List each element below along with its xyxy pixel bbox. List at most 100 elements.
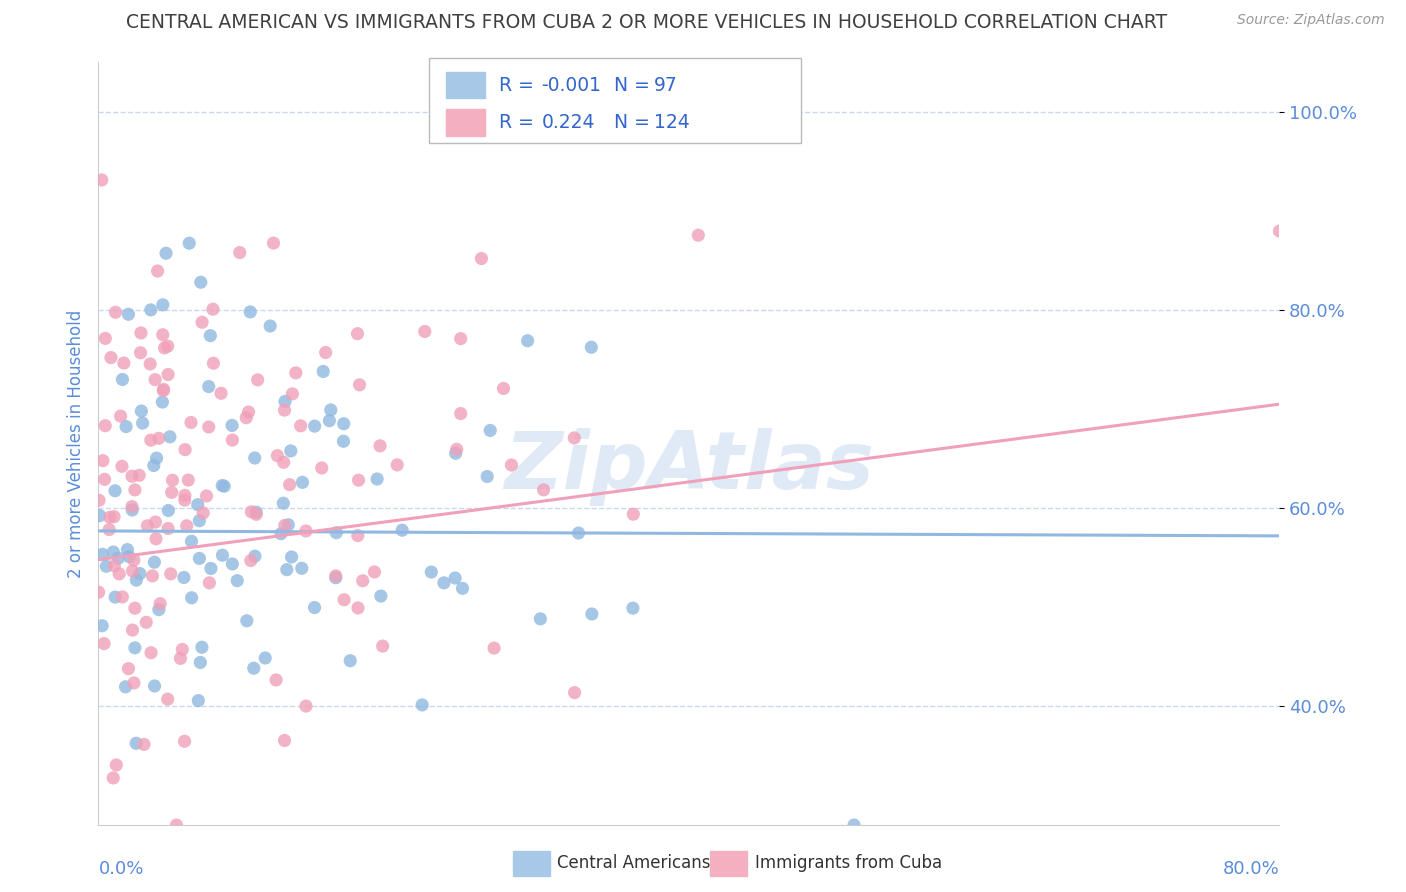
Point <box>347 601 370 615</box>
Point <box>621 507 644 521</box>
Point <box>173 488 195 502</box>
Text: R =: R = <box>499 76 540 95</box>
Point <box>187 693 209 707</box>
Point <box>240 505 263 519</box>
Point <box>152 384 174 398</box>
Point <box>312 364 335 378</box>
Point <box>477 469 499 483</box>
Point <box>291 475 314 490</box>
Point <box>243 549 266 564</box>
Point <box>273 733 295 747</box>
Point <box>349 377 371 392</box>
Point <box>246 373 269 387</box>
Point <box>146 264 169 278</box>
Point <box>236 614 259 628</box>
Point <box>368 439 391 453</box>
Point <box>111 372 134 386</box>
Point <box>333 592 356 607</box>
Point <box>482 641 505 656</box>
Point <box>325 569 347 583</box>
Point <box>172 642 194 657</box>
Y-axis label: 2 or more Vehicles in Household: 2 or more Vehicles in Household <box>66 310 84 578</box>
Point <box>131 404 153 418</box>
Point <box>152 327 174 342</box>
Text: Central Americans: Central Americans <box>557 855 710 872</box>
Point <box>187 498 209 512</box>
Point <box>107 551 129 566</box>
Point <box>315 345 337 359</box>
Point <box>103 509 125 524</box>
Point <box>228 245 250 260</box>
Point <box>143 679 166 693</box>
Point <box>121 623 143 637</box>
Point <box>124 483 146 497</box>
Point <box>145 451 167 466</box>
Point <box>346 326 368 341</box>
Point <box>842 818 865 832</box>
Point <box>121 503 143 517</box>
Point <box>276 563 298 577</box>
Point <box>263 236 285 251</box>
Point <box>363 565 385 579</box>
Point <box>688 228 710 243</box>
Point <box>242 661 264 675</box>
Point <box>98 523 121 537</box>
Point <box>277 517 299 532</box>
Point <box>239 305 262 319</box>
Point <box>197 379 219 393</box>
Point <box>139 433 162 447</box>
Point <box>125 736 148 750</box>
Point <box>169 651 191 665</box>
Point <box>273 496 295 510</box>
Point <box>239 553 262 567</box>
Point <box>202 356 225 370</box>
Point <box>176 518 198 533</box>
Point <box>111 590 134 604</box>
Point <box>104 483 127 498</box>
Point <box>139 357 162 371</box>
Point <box>156 339 179 353</box>
Point <box>221 418 243 433</box>
Point <box>157 522 180 536</box>
Point <box>98 510 121 524</box>
Point <box>132 738 155 752</box>
Point <box>221 557 243 571</box>
Text: 124: 124 <box>654 113 689 132</box>
Point <box>121 500 143 514</box>
Point <box>90 173 112 187</box>
Point <box>162 473 184 487</box>
Text: R =: R = <box>499 113 540 132</box>
Point <box>235 410 257 425</box>
Point <box>339 654 361 668</box>
Point <box>157 368 180 382</box>
Point <box>245 505 267 519</box>
Point <box>93 637 115 651</box>
Point <box>391 523 413 537</box>
Point <box>128 468 150 483</box>
Point <box>145 532 167 546</box>
Point <box>188 656 211 670</box>
Point <box>94 418 117 433</box>
Point <box>264 673 287 687</box>
Point <box>141 569 163 583</box>
Point <box>173 734 195 748</box>
Point <box>470 252 492 266</box>
Point <box>212 479 235 493</box>
Point <box>332 434 354 449</box>
Point <box>125 573 148 587</box>
Point <box>100 351 122 365</box>
Point <box>221 433 243 447</box>
Point <box>325 525 347 540</box>
Point <box>346 528 368 542</box>
Point <box>198 575 221 590</box>
Point <box>104 305 127 319</box>
Point <box>103 558 125 573</box>
Text: 80.0%: 80.0% <box>1223 860 1279 878</box>
Point <box>295 699 318 714</box>
Point <box>200 328 222 343</box>
Point <box>529 612 551 626</box>
Text: 0.224: 0.224 <box>541 113 595 132</box>
Point <box>492 381 515 395</box>
Point <box>118 549 141 564</box>
Point <box>191 315 214 329</box>
